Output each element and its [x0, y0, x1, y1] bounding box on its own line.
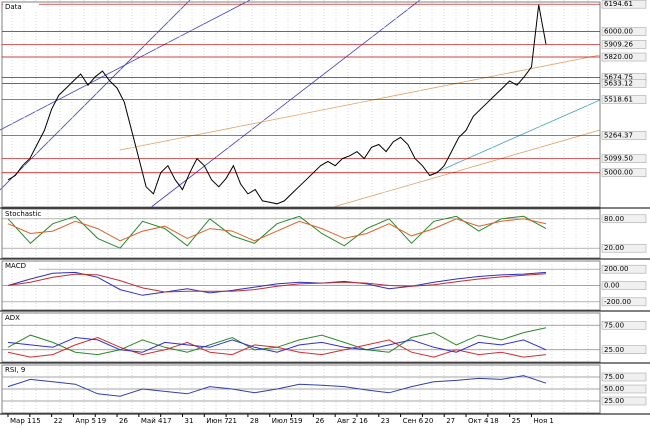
x-tick-label: 18: [490, 417, 499, 425]
panel-title-bg: [3, 314, 39, 322]
y-tick-box: [601, 27, 647, 36]
panel-title: ADX: [5, 314, 20, 322]
panel-title: MACD: [5, 262, 26, 270]
channel-line: [149, 0, 421, 209]
y-tick-label: 5633.12: [604, 79, 633, 87]
y-tick-box: [601, 281, 647, 290]
channel-line: [329, 129, 601, 209]
panel-frame: [1, 1, 601, 208]
x-tick-label: 31: [184, 417, 193, 425]
y-tick-label: 75.00: [604, 321, 624, 329]
x-tick-label: 19: [97, 417, 106, 425]
x-tick-label: 22: [54, 417, 63, 425]
series-line: [7, 375, 547, 397]
series-line: [7, 218, 547, 242]
x-tick-label: 20: [424, 417, 433, 425]
panel-title: Data: [5, 3, 22, 11]
series-line: [7, 271, 547, 296]
series-line: [7, 336, 547, 358]
x-tick-label: Июл 5: [272, 417, 294, 425]
x-tick-label: 27: [446, 417, 455, 425]
x-tick-label: 17: [163, 417, 172, 425]
x-tick-label: Июн 7: [206, 417, 228, 425]
panel-frame: [1, 208, 601, 259]
x-tick-label: Апр 5: [75, 417, 96, 425]
series-line: [7, 4, 547, 205]
y-tick-label: 0.00: [604, 282, 620, 290]
x-tick-label: 19: [294, 417, 303, 425]
y-tick-label: 5518.61: [604, 96, 633, 104]
y-tick-box: [601, 243, 647, 253]
x-tick-label: Окт 4: [468, 417, 489, 425]
y-tick-label: 6000.00: [604, 28, 633, 36]
y-tick-label: 5000.00: [604, 169, 633, 177]
x-tick-label: 28: [250, 417, 259, 425]
y-tick-label: 25.00: [604, 397, 624, 405]
y-tick-label: 20.00: [604, 244, 624, 252]
y-tick-label: 25.00: [604, 346, 624, 354]
y-tick-label: 5820.00: [604, 53, 633, 61]
y-tick-box: [601, 52, 647, 62]
y-tick-label: 200.00: [604, 265, 629, 273]
y-tick-box: [601, 396, 647, 406]
y-tick-box: [601, 79, 647, 88]
y-tick-box: [601, 321, 647, 330]
y-tick-label: 5909.26: [604, 40, 633, 48]
x-tick-label: 23: [381, 417, 390, 425]
x-tick-label: 15: [32, 417, 41, 425]
y-tick-label: -200.00: [604, 298, 631, 306]
channel-line: [429, 99, 601, 176]
y-tick-box: [601, 264, 647, 274]
panel-frame: [1, 312, 601, 363]
y-tick-label: 5099.50: [604, 155, 633, 163]
x-tick-label: 21: [228, 417, 237, 425]
x-tick-label: Ноя 1: [533, 417, 553, 425]
x-tick-label: Май 4: [141, 417, 163, 425]
y-tick-box: [601, 168, 647, 177]
x-tick-label: 26: [119, 417, 128, 425]
series-line: [7, 215, 547, 249]
y-tick-label: 50.00: [604, 385, 624, 393]
y-tick-label: 80.00: [604, 215, 624, 223]
x-tick-label: Мар 1: [10, 417, 31, 425]
y-tick-box: [601, 95, 647, 104]
y-tick-box: [601, 297, 647, 307]
panel-title: RSI, 9: [5, 366, 25, 374]
y-tick-box: [601, 0, 647, 9]
series-line: [7, 273, 547, 293]
y-tick-label: 5264.37: [604, 131, 633, 139]
x-tick-label: Авг 2: [337, 417, 356, 425]
y-tick-box: [601, 131, 647, 140]
y-tick-label: 5674.75: [604, 74, 633, 82]
x-tick-label: 25: [512, 417, 521, 425]
panel-title-bg: [3, 366, 39, 374]
x-tick-label: 16: [359, 417, 368, 425]
y-tick-label: 6194.61: [604, 0, 633, 8]
y-tick-box: [601, 40, 647, 49]
y-tick-box: [601, 384, 647, 394]
series-line: [7, 336, 547, 353]
panel-title-bg: [3, 262, 39, 270]
x-tick-label: 26: [315, 417, 324, 425]
panel-title-bg: [3, 210, 39, 218]
y-tick-box: [601, 372, 647, 382]
y-tick-box: [601, 345, 647, 354]
y-tick-box: [601, 154, 647, 163]
y-tick-box: [601, 214, 647, 224]
x-tick-label: Сен 6: [403, 417, 424, 425]
panel-title-bg: [3, 3, 39, 11]
y-tick-label: 75.00: [604, 373, 624, 381]
panel-title: Stochastic: [5, 210, 41, 218]
